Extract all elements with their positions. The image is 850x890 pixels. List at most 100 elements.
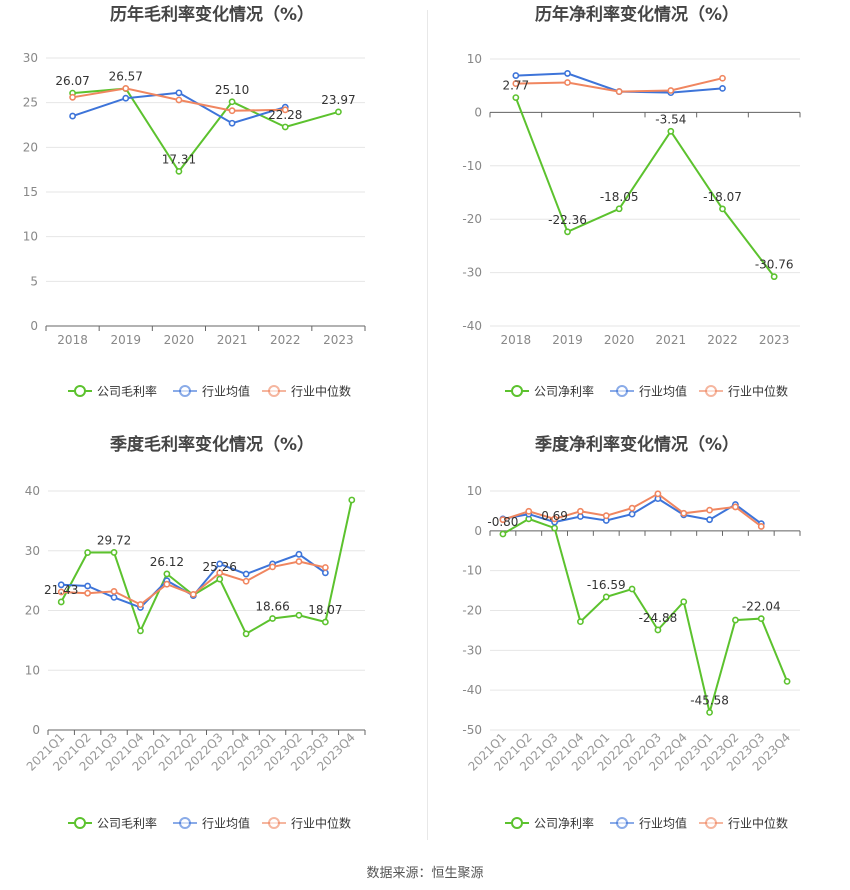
data-source-note: 数据来源：恒生聚源 — [366, 866, 484, 881]
y-tick-label: 10 — [467, 484, 482, 498]
x-tick-label: 2019 — [552, 333, 583, 347]
data-point-company — [335, 108, 342, 116]
y-tick-label: 0 — [32, 723, 40, 737]
data-label: -30.76 — [755, 258, 794, 272]
series-company — [512, 94, 778, 281]
series-company — [57, 496, 356, 638]
legend-item-company: 公司毛利率 — [68, 384, 157, 399]
series-avg — [69, 89, 289, 127]
data-point-avg — [228, 119, 236, 127]
legend-item-median: 行业中位数 — [699, 816, 788, 831]
data-label: 25.10 — [215, 83, 249, 97]
data-point-median — [525, 507, 533, 515]
x-tick-label: 2018 — [57, 333, 88, 347]
data-point-median — [615, 88, 623, 95]
data-point-avg — [57, 581, 65, 589]
data-label: 17.31 — [162, 152, 196, 166]
x-tick-label: 2022 — [270, 333, 301, 347]
data-point-avg — [706, 516, 713, 524]
legend-label: 行业中位数 — [291, 816, 351, 831]
x-tick-label: 2023 — [323, 333, 354, 347]
legend-marker-icon — [705, 817, 717, 829]
chart-annual-net-margin: 历年净利率变化情况（%） -40 -30 -20 -10 0 10 2018 2019 2020 2… — [425, 0, 850, 430]
legend-marker-icon — [179, 817, 191, 829]
chart-annual-gross-margin: 历年毛利率变化情况（%） 0 5 10 15 20 25 30 2018 2019 2020 2021… — [0, 0, 425, 430]
y-tick-label: 10 — [467, 52, 482, 66]
series-median — [512, 74, 726, 95]
data-point-company — [680, 598, 688, 606]
data-point-company — [228, 98, 236, 106]
legend-item-company: 公司净利率 — [505, 384, 594, 399]
legend: 公司毛利率 行业均值 行业中位数 — [68, 384, 351, 399]
legend-label: 行业均值 — [202, 816, 250, 831]
y-tick-label: 20 — [25, 604, 40, 618]
legend-marker-icon — [74, 817, 86, 829]
legend-label: 行业中位数 — [291, 384, 351, 399]
x-tick-label: 2019 — [110, 333, 141, 347]
data-label: -18.05 — [600, 190, 639, 204]
data-point-median — [654, 490, 662, 498]
data-point-median — [628, 504, 636, 512]
data-point-company — [110, 549, 118, 556]
data-point-median — [110, 587, 118, 595]
legend-marker-icon — [179, 385, 191, 397]
grid-lines — [46, 57, 365, 327]
legend: 公司净利率 行业均值 行业中位数 — [505, 816, 788, 831]
data-label: -18.07 — [703, 190, 742, 204]
panel-divider — [427, 10, 428, 840]
data-point-median — [577, 507, 584, 515]
chart-svg: 季度毛利率变化情况（%）0102030402021Q12021Q22021Q32… — [24, 434, 366, 831]
data-point-avg — [564, 70, 571, 77]
data-label: -45.58 — [690, 693, 729, 707]
legend-label: 行业均值 — [639, 816, 687, 831]
legend-marker-icon — [74, 385, 86, 397]
data-point-company — [564, 228, 571, 236]
y-tick-label: -40 — [462, 319, 482, 333]
chart-title: 季度毛利率变化情况（%） — [110, 434, 314, 455]
data-point-avg — [84, 582, 92, 590]
legend-item-company: 公司净利率 — [505, 816, 594, 831]
data-point-median — [295, 558, 303, 565]
legend-label: 公司毛利率 — [97, 384, 157, 399]
data-point-median — [732, 503, 739, 511]
data-point-median — [69, 93, 76, 101]
data-point-median — [680, 509, 688, 517]
data-point-company — [602, 593, 610, 601]
legend-marker-icon — [705, 385, 717, 397]
data-point-median — [281, 106, 289, 114]
data-point-median — [551, 515, 558, 523]
data-point-avg — [122, 94, 130, 102]
y-tick-label: -20 — [462, 604, 482, 618]
chart-svg: 历年净利率变化情况（%） -40 -30 -20 -10 0 10 2018 2019 2020 2… — [462, 4, 801, 399]
legend-item-median: 行业中位数 — [699, 384, 788, 399]
data-point-company — [719, 205, 726, 213]
data-point-median — [175, 96, 183, 104]
y-tick-label: 0 — [474, 105, 482, 119]
series-median — [57, 558, 329, 608]
data-point-company — [269, 615, 276, 622]
data-point-company — [175, 167, 183, 175]
chart-svg: 季度净利率变化情况（%）-50-40-30-20-100102021Q12021… — [462, 434, 801, 831]
legend-marker-icon — [511, 385, 523, 397]
data-label: 18.07 — [308, 603, 342, 617]
y-tick-label: -30 — [462, 266, 482, 280]
data-point-median — [84, 589, 92, 597]
data-point-company — [667, 127, 675, 135]
data-point-median — [564, 79, 571, 86]
legend-label: 行业中位数 — [728, 384, 788, 399]
data-point-company — [57, 598, 65, 606]
legend-marker-icon — [616, 817, 628, 829]
y-tick-label: 20 — [23, 140, 38, 154]
data-point-avg — [512, 72, 520, 79]
legend-item-avg: 行业均值 — [610, 384, 687, 399]
y-tick-label: 5 — [30, 274, 38, 288]
y-tick-label: 0 — [30, 319, 38, 333]
y-tick-label: 40 — [25, 484, 40, 498]
legend-label: 行业均值 — [202, 384, 250, 399]
x-tick-label: 2022 — [707, 333, 738, 347]
data-point-avg — [175, 89, 183, 97]
legend-marker-icon — [616, 385, 628, 397]
data-label: -24.88 — [639, 611, 678, 625]
y-tick-label: 0 — [474, 524, 482, 538]
data-point-company — [216, 575, 224, 583]
